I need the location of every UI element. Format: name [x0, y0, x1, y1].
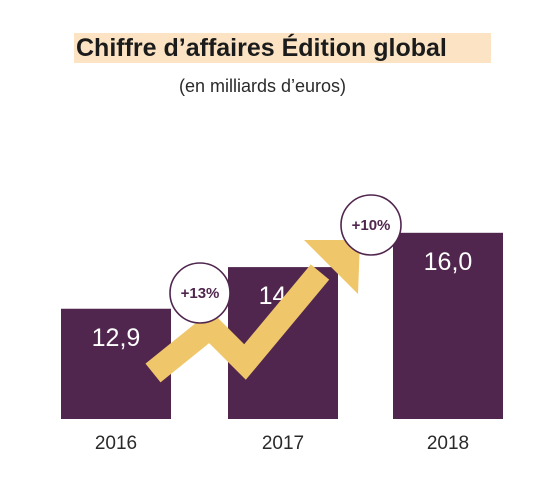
category-labels: 2016 2017 2018: [95, 433, 469, 454]
growth-arrow-head: [304, 240, 360, 294]
title-highlight: [74, 33, 491, 63]
bar-value-label: 16,0: [424, 248, 473, 276]
growth-arrow-line: [145, 264, 330, 383]
growth-badge: [169, 262, 231, 324]
chart-subtitle: (en milliards d’euros): [179, 76, 346, 96]
growth-badges: +13% +10%: [169, 194, 402, 324]
category-label: 2018: [427, 433, 469, 454]
growth-badge: [340, 194, 402, 256]
growth-arrow: [145, 240, 360, 383]
bar-value-label: 12,9: [92, 324, 141, 352]
growth-badge-label: +10%: [352, 217, 391, 234]
category-label: 2016: [95, 433, 137, 454]
growth-badge-label: +13%: [181, 285, 220, 302]
category-label: 2017: [262, 433, 304, 454]
chart-title: Chiffre d’affaires Édition global: [76, 33, 447, 62]
bar-2018: [393, 232, 503, 419]
